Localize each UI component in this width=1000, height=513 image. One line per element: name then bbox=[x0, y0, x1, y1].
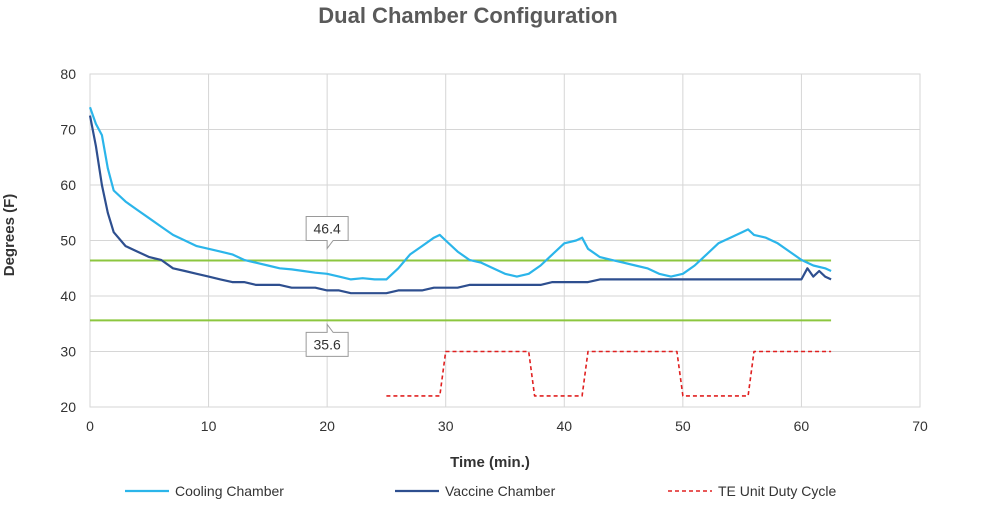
x-tick-label: 30 bbox=[438, 418, 454, 434]
x-tick-label: 40 bbox=[556, 418, 572, 434]
series bbox=[88, 106, 832, 397]
reference-lines: 46.4 35.6 bbox=[90, 215, 832, 357]
reference-callout: 46.4 bbox=[305, 215, 349, 250]
legend: Cooling Chamber Vaccine Chamber TE Unit Du… bbox=[125, 483, 836, 499]
x-tick-label: 70 bbox=[912, 418, 928, 434]
series-line-cooling-chamber bbox=[88, 106, 832, 281]
y-axis-label: Degrees (F) bbox=[1, 194, 18, 277]
x-tick-label: 20 bbox=[319, 418, 335, 434]
callout-box bbox=[305, 322, 349, 357]
x-tick-label: 10 bbox=[201, 418, 217, 434]
legend-label: TE Unit Duty Cycle bbox=[718, 483, 836, 499]
callout-label: 46.4 bbox=[314, 220, 341, 236]
y-tick-label: 60 bbox=[60, 177, 76, 193]
callout-box bbox=[305, 215, 349, 250]
legend-label: Cooling Chamber bbox=[175, 483, 284, 499]
y-tick-label: 70 bbox=[60, 122, 76, 138]
tick-labels: 0 10 20 30 40 50 60 70 20 30 40 50 60 70 80 bbox=[60, 66, 928, 434]
x-tick-label: 50 bbox=[675, 418, 691, 434]
chart-title: Dual Chamber Configuration bbox=[318, 3, 617, 28]
y-tick-label: 30 bbox=[60, 344, 76, 360]
grid bbox=[89, 73, 921, 408]
y-tick-label: 50 bbox=[60, 233, 76, 249]
x-tick-label: 60 bbox=[794, 418, 810, 434]
series-line-vaccine-chamber bbox=[88, 115, 832, 295]
callout-label: 35.6 bbox=[314, 336, 341, 352]
y-tick-label: 80 bbox=[60, 66, 76, 82]
series-line-te-unit-duty-cycle bbox=[386, 350, 832, 397]
y-tick-label: 20 bbox=[60, 399, 76, 415]
x-axis-label: Time (min.) bbox=[450, 454, 530, 471]
reference-callout: 35.6 bbox=[305, 322, 349, 357]
legend-label: Vaccine Chamber bbox=[445, 483, 556, 499]
x-tick-label: 0 bbox=[86, 418, 94, 434]
y-tick-label: 40 bbox=[60, 288, 76, 304]
